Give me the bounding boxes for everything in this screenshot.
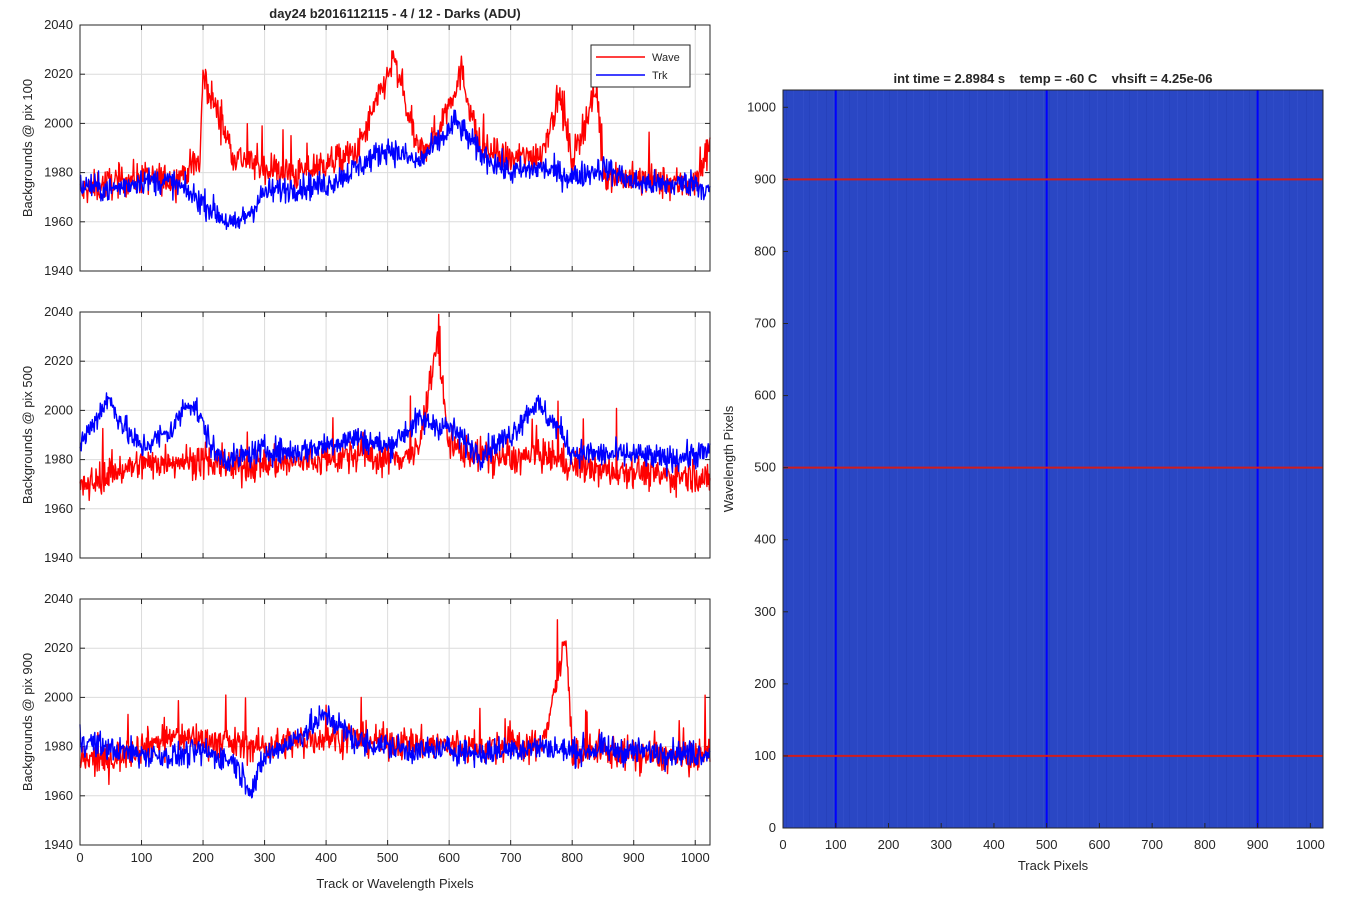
- legend: Wave Trk: [590, 44, 691, 88]
- x-tick-label: 200: [878, 837, 900, 852]
- y-tick-label: 100: [754, 748, 776, 763]
- left-panel-title: day24 b2016112115 - 4 / 12 - Darks (ADU): [269, 6, 520, 21]
- y-tick-label: 1940: [44, 263, 73, 278]
- x-axis-label-image: Track Pixels: [1018, 858, 1089, 873]
- y-tick-label: 700: [754, 316, 776, 331]
- series-wave-line-pix-900: [79, 619, 711, 786]
- series-trk-line-pix-100: [79, 109, 711, 230]
- marker-lines: [783, 90, 1323, 828]
- plot-pix-500: 1940 1960 1980 2000 2020 2040 Backgrounds @ p…: [20, 304, 711, 565]
- series-group-pix-500: [79, 313, 711, 502]
- y-tick-label: 1940: [44, 550, 73, 565]
- x-tick-label: 400: [983, 837, 1005, 852]
- legend-wave-label: Wave: [652, 52, 680, 64]
- x-tick-label: 900: [623, 850, 645, 865]
- y-tick-label: 1960: [44, 501, 73, 516]
- axes-frame-pix-100: [79, 24, 711, 272]
- x-tick-label: 800: [561, 850, 583, 865]
- x-tick-label: 200: [192, 850, 214, 865]
- y-tick-label: 500: [754, 460, 776, 475]
- x-tick-label: 800: [1194, 837, 1216, 852]
- y-tick-label: 300: [754, 604, 776, 619]
- y-tick-label: 1980: [44, 165, 73, 180]
- x-tick-labels-image: 0 100 200 300 400 500 600 700 800 900 1000: [779, 823, 1325, 852]
- y-tick-label: 2000: [44, 115, 73, 130]
- y-tick-label: 1960: [44, 788, 73, 803]
- right-panel-title: int time = 2.8984 s temp = -60 C vhsift …: [893, 71, 1212, 86]
- y-tick-label: 1000: [747, 99, 776, 114]
- x-tick-label: 900: [1247, 837, 1269, 852]
- x-tick-label: 1000: [1296, 837, 1325, 852]
- x-tick-label: 500: [1036, 837, 1058, 852]
- y-tick-label: 1980: [44, 452, 73, 467]
- y-tick-label: 400: [754, 532, 776, 547]
- x-tick-label: 300: [930, 837, 952, 852]
- image-frame: [782, 89, 1324, 829]
- x-tick-label: 100: [131, 850, 153, 865]
- plot-pix-100: 1940 1960 1980 2000 2020 2040 day24 b20161121…: [20, 6, 711, 278]
- series-group-pix-900: [79, 619, 711, 799]
- y-axis-label-pix-100: Backgrounds @ pix 100: [20, 79, 35, 217]
- y-tick-label: 600: [754, 388, 776, 403]
- y-tick-label: 200: [754, 676, 776, 691]
- legend-box: [590, 44, 691, 88]
- y-tick-label: 2020: [44, 66, 73, 81]
- grid-pix-500: [79, 311, 710, 559]
- y-tick-label: 1960: [44, 214, 73, 229]
- y-axis-label-pix-500: Backgrounds @ pix 500: [20, 366, 35, 504]
- x-tick-label: 500: [377, 850, 399, 865]
- x-tick-labels-pix-900: 0 100 200 300 400 500 600 700 800 900 1000: [76, 850, 709, 865]
- y-tick-label: 2040: [44, 304, 73, 319]
- y-tick-label: 2040: [44, 591, 73, 606]
- y-tick-label: 900: [754, 171, 776, 186]
- axes-frame-pix-500: [79, 311, 711, 559]
- plot-pix-900: 0 100 200 300 400 500 600 700 800 900 1000 1940 196…: [20, 591, 711, 891]
- y-tick-label: 800: [754, 243, 776, 258]
- series-wave-line-pix-500: [79, 313, 711, 502]
- y-tick-label: 2000: [44, 402, 73, 417]
- y-axis-label-pix-900: Backgrounds @ pix 900: [20, 653, 35, 791]
- x-tick-label: 1000: [681, 850, 710, 865]
- x-tick-label: 0: [779, 837, 786, 852]
- y-tick-labels-pix-500: 1940 1960 1980 2000 2020 2040: [44, 304, 73, 565]
- x-tick-label: 300: [254, 850, 276, 865]
- y-tick-label: 1940: [44, 837, 73, 852]
- series-trk-line-pix-900: [79, 705, 711, 799]
- y-tick-label: 2000: [44, 689, 73, 704]
- legend-trk-label: Trk: [652, 70, 668, 82]
- x-tick-label: 700: [500, 850, 522, 865]
- series-trk-line-pix-500: [79, 392, 711, 477]
- y-tick-label: 2020: [44, 640, 73, 655]
- y-tick-label: 2020: [44, 353, 73, 368]
- x-tick-label: 600: [438, 850, 460, 865]
- x-tick-label: 0: [76, 850, 83, 865]
- grid-pix-900: [79, 598, 710, 846]
- x-tick-label: 100: [825, 837, 847, 852]
- y-tick-labels-image: 0 100 200 300 400 500 600 700 800 900 1000: [747, 99, 788, 835]
- y-tick-label: 1980: [44, 739, 73, 754]
- x-axis-label-left: Track or Wavelength Pixels: [316, 876, 474, 891]
- x-tick-label: 700: [1141, 837, 1163, 852]
- y-axis-label-image: Wavelength Pixels: [721, 405, 736, 512]
- image-panel: 0 100 200 300 400 500 600 700 800 900 1000 0 100 200…: [721, 71, 1325, 873]
- x-tick-label: 600: [1089, 837, 1111, 852]
- axes-frame-pix-900: [79, 598, 711, 846]
- series-group-pix-100: [79, 50, 711, 230]
- y-tick-labels-pix-900: 1940 1960 1980 2000 2020 2040: [44, 591, 73, 852]
- x-tick-label: 400: [315, 850, 337, 865]
- y-tick-labels-pix-100: 1940 1960 1980 2000 2020 2040: [44, 17, 73, 278]
- image-area: [783, 90, 1323, 828]
- y-tick-label: 0: [769, 820, 776, 835]
- y-tick-label: 2040: [44, 17, 73, 32]
